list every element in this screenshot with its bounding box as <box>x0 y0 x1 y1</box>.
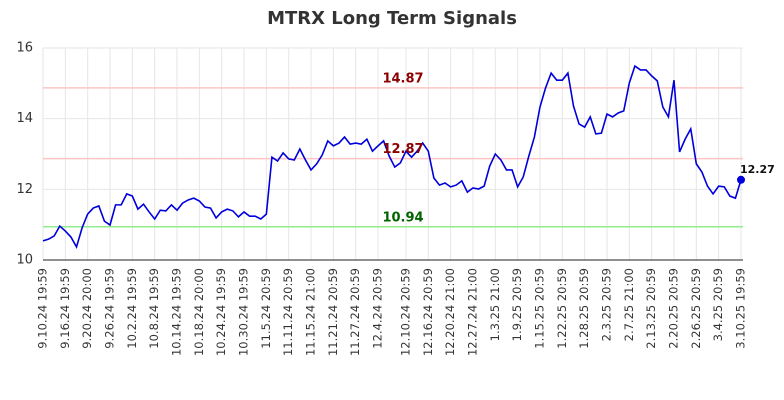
signal-label: 14.87 <box>382 71 423 86</box>
x-tick-label: 9.16.24 19:59 <box>58 268 72 349</box>
x-tick-label: 12.10.24 20:59 <box>398 268 412 356</box>
x-tick-label: 3.10.25 19:59 <box>734 268 748 349</box>
x-tick-label: 12.4.24 20:59 <box>371 268 385 349</box>
x-tick-label: 1.22.25 20:59 <box>555 268 569 349</box>
signal-label: 12.87 <box>382 142 423 157</box>
y-tick-label: 14 <box>16 111 33 126</box>
x-tick-label: 2.3.25 20:59 <box>599 268 613 341</box>
x-tick-label: 12.16.24 20:59 <box>421 268 435 356</box>
x-tick-label: 1.9.25 20:59 <box>510 268 524 341</box>
x-tick-label: 11.27.24 20:59 <box>348 268 362 356</box>
x-tick-label: 10.8.24 19:59 <box>147 268 161 349</box>
x-tick-label: 3.4.25 20:59 <box>711 268 725 341</box>
signal-label: 10.94 <box>382 210 423 225</box>
x-tick-label: 11.5.24 20:59 <box>259 268 273 349</box>
x-tick-label: 1.15.25 20:59 <box>532 268 546 349</box>
x-tick-label: 2.7.25 21:00 <box>622 268 636 341</box>
x-tick-label: 10.14.24 19:59 <box>170 268 184 356</box>
x-tick-label: 12.20.24 21:00 <box>443 268 457 356</box>
x-tick-label: 10.18.24 20:00 <box>192 268 206 356</box>
x-tick-label: 10.30.24 19:59 <box>237 268 251 356</box>
chart-title: MTRX Long Term Signals <box>267 8 517 29</box>
x-tick-label: 11.21.24 20:59 <box>326 268 340 356</box>
x-tick-label: 1.28.25 20:59 <box>577 268 591 349</box>
x-tick-label: 9.26.24 19:59 <box>103 268 117 349</box>
y-tick-label: 12 <box>16 182 33 197</box>
x-tick-label: 10.2.24 19:59 <box>125 268 139 349</box>
x-tick-label: 2.13.25 20:59 <box>644 268 658 349</box>
price-line <box>42 64 742 249</box>
x-tick-label: 11.15.24 21:00 <box>304 268 318 356</box>
x-tick-label: 11.11.24 20:59 <box>281 268 295 356</box>
x-tick-label: 1.3.25 21:00 <box>488 268 502 341</box>
y-tick-label: 10 <box>16 253 33 268</box>
x-tick-label: 9.10.24 19:59 <box>36 268 50 349</box>
x-tick-label: 2.20.25 20:59 <box>666 268 680 349</box>
y-tick-label: 16 <box>16 41 33 56</box>
last-point <box>737 175 745 184</box>
last-value-label: 12.27 <box>740 163 775 176</box>
x-tick-label: 12.27.24 21:00 <box>465 268 479 356</box>
x-tick-label: 10.24.24 19:59 <box>214 268 228 356</box>
x-tick-label: 2.26.25 20:59 <box>689 268 703 349</box>
x-tick-label: 9.20.24 20:00 <box>80 268 94 349</box>
